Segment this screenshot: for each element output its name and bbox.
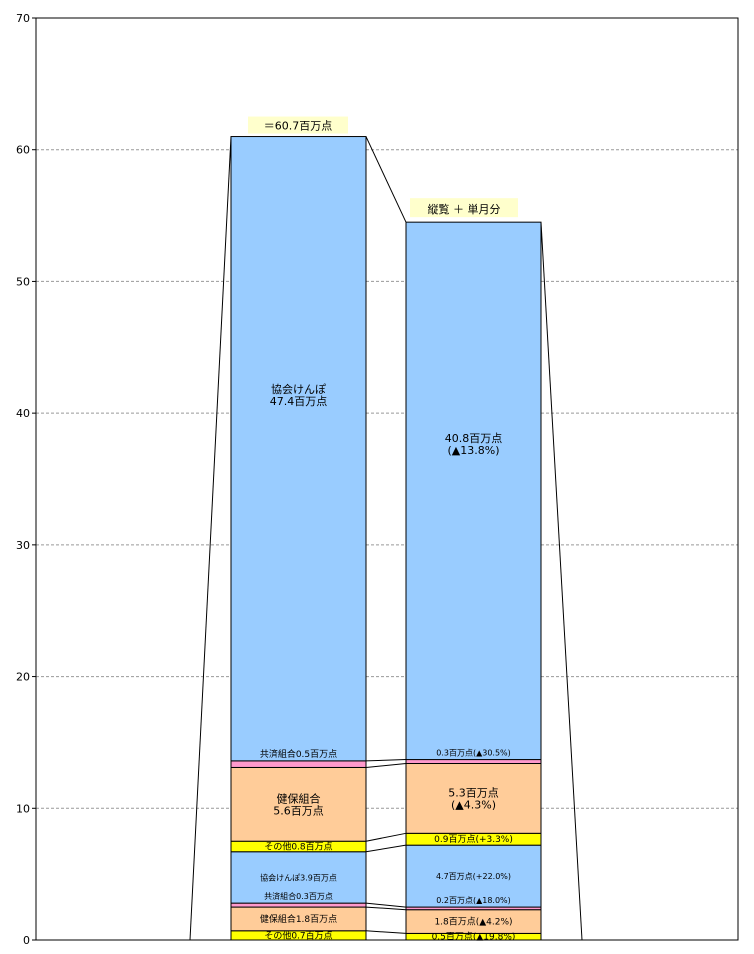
y-tick-label: 20 [16,671,30,684]
segment-label: 0.3百万点(▲30.5%) [436,749,511,758]
segment-label: 協会けんぽ3.9百万点 [260,872,337,882]
segment-label: その他0.8百万点 [264,840,332,852]
bar-total-label: 縦覧 ＋ 単月分 [428,202,501,216]
segment-connector [365,930,407,934]
y-axis: 0 10 20 30 40 50 60 70 [16,12,36,947]
y-tick-label: 30 [16,539,30,552]
y-tick-label: 0 [23,934,30,947]
segment-label: 4.7百万点(+22.0%) [436,872,511,881]
bar-segment-left-7 [230,136,367,762]
bar-segment-right-6 [405,759,542,765]
bars [230,136,542,941]
segment-label: 5.3百万点(▲4.3%) [448,786,499,811]
segment-label: 共済組合0.5百万点 [260,748,337,760]
y-tick-label: 40 [16,407,30,420]
bar-segment-right-7 [405,221,542,761]
segment-connector [365,136,407,223]
bar-segment-left-5 [230,766,367,842]
bar-total-label-box [410,198,518,218]
y-tick-label: 60 [16,144,30,157]
bar-total-label: ＝60.7百万点 [264,120,333,133]
segment-labels: その他0.7百万点健保組合1.8百万点共済組合0.3百万点協会けんぽ3.9百万点… [248,116,518,943]
segment-label: 1.8百万点(▲4.2%) [434,917,512,928]
segment-connector [365,844,407,853]
segment-connector [365,763,407,768]
segment-label: 協会けんぽ 47.4百万点 [270,383,328,408]
segment-label: 0.9百万点(+3.3%) [434,834,513,845]
bar-segment-left-6 [230,760,367,768]
segment-connector [365,902,407,908]
y-tick-label: 10 [16,802,30,815]
segment-label: その他0.7百万点 [264,929,332,941]
segment-label: 共済組合0.3百万点 [264,891,333,901]
bar-segment-left-2 [230,902,367,908]
plot-area-frame [35,17,739,941]
segment-label: 0.2百万点(▲18.0%) [436,896,511,905]
segment-label: 健保組合1.8百万点 [260,913,337,925]
segment-label: 健保組合 5.6百万点 [273,791,324,817]
bar-segment-left-3 [230,851,367,904]
grid-lines [36,149,738,809]
right-outer-line [540,222,583,941]
segment-connector [365,759,407,762]
connector-lines [189,136,583,941]
segment-label: 40.8百万点(▲13.8%) [445,432,503,457]
segment-label: 0.5百万点(▲19.8%) [432,932,516,943]
left-outer-line [189,136,232,941]
segment-connector [365,832,407,842]
bar-segment-right-5 [405,763,542,834]
y-tick-label: 50 [16,275,30,288]
segment-connector [365,906,407,911]
bar-segment-right-3 [405,844,542,908]
y-tick-label: 70 [16,12,30,25]
bar-total-label-box [248,116,348,134]
